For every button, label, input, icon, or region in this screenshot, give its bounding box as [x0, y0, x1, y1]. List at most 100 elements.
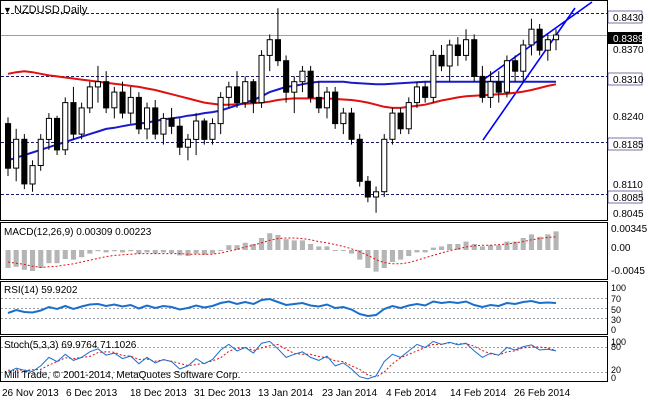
rsi-panel[interactable]: [0, 281, 608, 335]
price-label-5: 0.8185: [613, 140, 644, 151]
candle-body: [454, 44, 461, 56]
macd-histogram-bar: [324, 246, 330, 250]
channel-lower-line[interactable]: [482, 7, 576, 141]
macd-histogram-bar: [488, 245, 494, 250]
current-price-tag: [608, 32, 642, 44]
stoch-panel[interactable]: [0, 336, 608, 382]
candle-body: [340, 112, 347, 125]
candle-body: [471, 39, 478, 77]
macd-histogram-bar: [455, 244, 461, 250]
rsi-axis-label-1: 70: [611, 294, 621, 304]
candle-body: [144, 107, 151, 130]
macd-histogram-bar: [430, 247, 436, 250]
candle-body: [45, 117, 53, 140]
macd-histogram-bar: [349, 250, 355, 254]
candle-body: [266, 39, 273, 56]
macd-histogram-bar: [553, 231, 559, 250]
price-label-4: 0.8240: [613, 112, 644, 123]
candle-body: [536, 28, 543, 51]
candle-body: [479, 75, 486, 98]
macd-histogram-bar: [87, 250, 93, 254]
candle-body: [201, 120, 208, 140]
macd-histogram-bar: [447, 244, 453, 250]
candle-body: [315, 96, 322, 109]
candle-body: [62, 102, 69, 151]
candle-body: [225, 86, 232, 98]
candle-body: [250, 81, 257, 104]
level-tag-2: [607, 137, 643, 151]
macd-histogram-bar: [30, 250, 36, 271]
candle-body: [381, 138, 388, 193]
date-label-2: 18 Dec 2013: [130, 388, 187, 399]
candle-body: [176, 125, 183, 148]
date-label-4: 13 Jan 2014: [258, 388, 313, 399]
macd-histogram-bar: [332, 250, 338, 251]
candle-body: [332, 91, 339, 125]
macd-histogram-bar: [504, 241, 510, 250]
macd-histogram-bar: [46, 250, 52, 264]
macd-histogram-bar: [209, 250, 215, 254]
macd-axis-label-2: -0.0045: [611, 266, 645, 277]
candle-body: [70, 102, 77, 135]
macd-histogram-bar: [234, 245, 240, 250]
stoch-plot: [1, 340, 607, 380]
time-axis: 26 Nov 2013 6 Dec 2013 18 Dec 2013 31 De…: [2, 388, 571, 399]
candle-body: [405, 102, 412, 130]
macd-histogram-bar: [463, 241, 469, 250]
price-label-8: 0.8045: [613, 209, 644, 220]
macd-signal-line: [7, 236, 557, 268]
candle-body: [127, 96, 134, 114]
stoch-axis-label-0: 100: [611, 337, 626, 347]
candle-body: [193, 120, 200, 140]
macd-histogram-bar: [283, 239, 289, 250]
candle-body: [103, 81, 110, 109]
price-axis: 0.8430 0.8389 0.8370 0.8310 0.8240 0.818…: [607, 10, 644, 220]
candle-body: [544, 39, 551, 51]
macd-axis: 0.00345 0.00 -0.0045: [611, 224, 648, 277]
rsi-axis: 100 70 50 30 0: [611, 283, 626, 335]
stoch-axis-label-1: 80: [611, 342, 621, 352]
candle-body: [446, 44, 453, 67]
current-price-label: 0.8389: [613, 34, 644, 45]
candle-body: [283, 60, 290, 93]
macd-histogram-bar: [152, 250, 158, 254]
macd-histogram-bar: [250, 244, 256, 250]
rsi-line: [7, 297, 557, 318]
candle-body: [242, 81, 249, 104]
macd-histogram-bar: [62, 250, 68, 259]
macd-histogram-bar: [160, 250, 166, 253]
macd-histogram-bar: [520, 238, 526, 250]
macd-label: MACD(12,26,9) 0.00309 0.00223: [4, 227, 152, 238]
rsi-plot: [1, 297, 607, 319]
rsi-axis-label-2: 50: [611, 305, 621, 315]
main-chart-panel[interactable]: [0, 0, 608, 221]
macd-histogram-bar: [275, 235, 281, 250]
price-label-7: 0.8085: [613, 193, 644, 204]
candle-body: [209, 123, 216, 140]
candle-body: [234, 86, 241, 104]
macd-histogram-bar: [389, 250, 395, 262]
macd-histogram-bar: [373, 250, 379, 272]
macd-histogram-bar: [496, 245, 502, 250]
triangle-down-icon[interactable]: ▼: [3, 5, 12, 15]
stoch-axis-label-3: 0: [611, 373, 616, 383]
macd-histogram-bar: [193, 250, 199, 254]
macd-panel[interactable]: [0, 222, 608, 280]
candle-body: [258, 54, 265, 104]
macd-histogram-bar: [545, 234, 551, 250]
candle-body: [5, 123, 12, 169]
candle-body: [348, 112, 355, 140]
level-tag-3: [607, 190, 643, 204]
candle-body: [364, 180, 371, 198]
macd-histogram-bar: [528, 234, 534, 250]
candle-body: [184, 138, 191, 148]
macd-histogram-bar: [357, 250, 363, 260]
candle-body: [389, 112, 396, 140]
candle-body: [323, 91, 330, 109]
macd-histogram-bar: [267, 233, 273, 250]
rsi-axis-label-3: 30: [611, 315, 621, 325]
candle-body: [430, 54, 437, 98]
candle-body: [487, 81, 494, 98]
price-label-3: 0.8310: [613, 75, 644, 86]
candle-body: [413, 86, 420, 104]
